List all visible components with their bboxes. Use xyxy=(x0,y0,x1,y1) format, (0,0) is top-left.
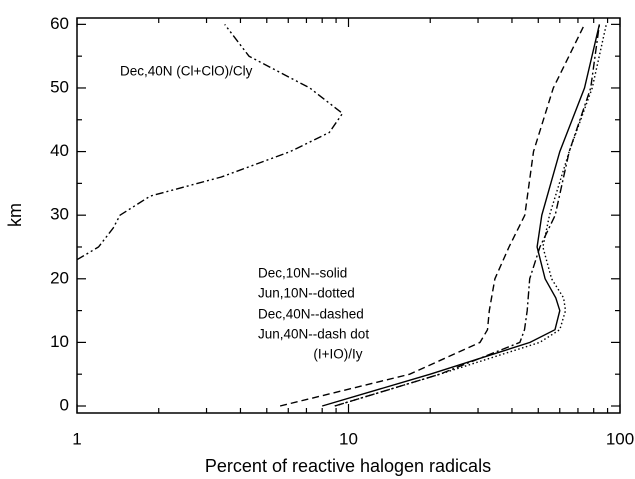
y-tick-label: 50 xyxy=(50,77,69,96)
y-axis-label: km xyxy=(5,203,25,227)
series-line xyxy=(279,24,586,407)
series-line xyxy=(76,23,344,261)
x-tick-label: 10 xyxy=(339,429,358,448)
annotation: Dec,10N--solid xyxy=(258,266,347,281)
annotation: Dec,40N (Cl+ClO)/Cly xyxy=(120,64,253,79)
x-axis-label: Percent of reactive halogen radicals xyxy=(205,456,491,476)
y-tick-label: 30 xyxy=(50,205,69,224)
series-line xyxy=(322,24,601,407)
series-line xyxy=(334,24,607,407)
y-tick-label: 40 xyxy=(50,141,69,160)
annotation: (I+IO)/Iy xyxy=(313,347,362,362)
y-tick-label: 20 xyxy=(50,268,69,287)
x-tick-label: 100 xyxy=(606,429,634,448)
annotation: Dec,40N--dashed xyxy=(258,307,364,322)
y-tick-label: 0 xyxy=(60,395,69,414)
annotation: Jun,40N--dash dot xyxy=(258,327,369,342)
y-tick-label: 60 xyxy=(50,14,69,33)
y-tick-label: 10 xyxy=(50,332,69,351)
series-line xyxy=(334,24,601,407)
x-tick-label: 1 xyxy=(72,429,81,448)
annotation: Jun,10N--dotted xyxy=(258,286,355,301)
